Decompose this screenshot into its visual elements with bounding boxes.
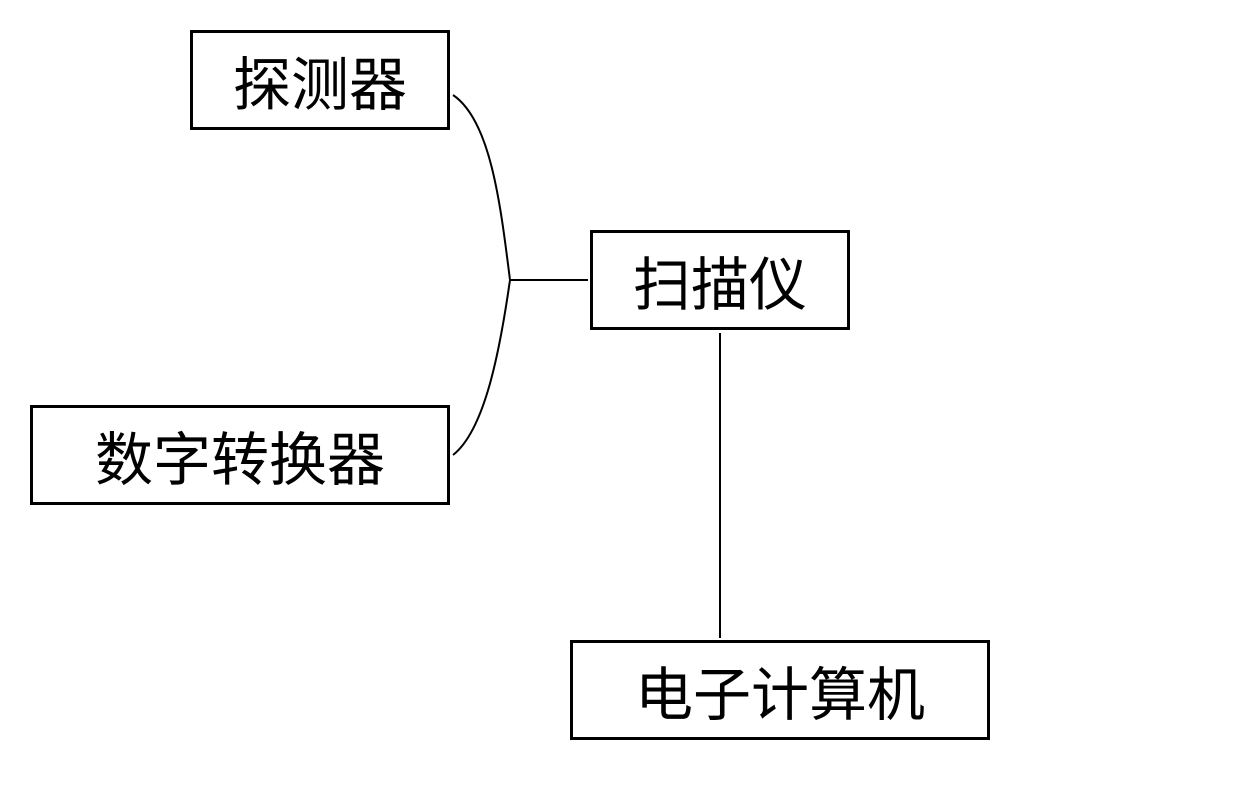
edge-detector-junction xyxy=(453,95,510,280)
edge-digitizer-junction xyxy=(453,280,510,455)
node-scanner: 扫描仪 xyxy=(590,230,850,330)
node-scanner-label: 扫描仪 xyxy=(633,238,807,322)
node-detector-label: 探测器 xyxy=(233,38,407,122)
diagram-container: 探测器 数字转换器 扫描仪 电子计算机 xyxy=(0,0,1239,800)
node-detector: 探测器 xyxy=(190,30,450,130)
node-digitizer: 数字转换器 xyxy=(30,405,450,505)
node-computer: 电子计算机 xyxy=(570,640,990,740)
node-digitizer-label: 数字转换器 xyxy=(95,413,385,497)
node-computer-label: 电子计算机 xyxy=(635,648,925,732)
